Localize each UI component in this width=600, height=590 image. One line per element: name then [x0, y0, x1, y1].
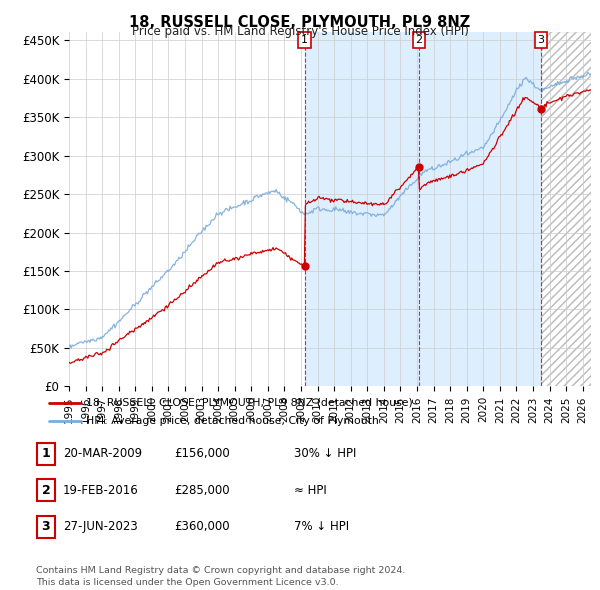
Text: 18, RUSSELL CLOSE, PLYMOUTH, PL9 8NZ: 18, RUSSELL CLOSE, PLYMOUTH, PL9 8NZ: [130, 15, 470, 30]
FancyBboxPatch shape: [37, 479, 55, 502]
Text: Contains HM Land Registry data © Crown copyright and database right 2024.
This d: Contains HM Land Registry data © Crown c…: [36, 566, 406, 587]
Bar: [541, 32, 591, 386]
Text: 20-MAR-2009: 20-MAR-2009: [63, 447, 142, 460]
Text: 27-JUN-2023: 27-JUN-2023: [63, 520, 138, 533]
Text: 3: 3: [41, 520, 50, 533]
Bar: [541, 32, 591, 386]
Bar: [305, 32, 541, 386]
Text: 1: 1: [301, 35, 308, 45]
Text: 1: 1: [41, 447, 50, 460]
Text: 7% ↓ HPI: 7% ↓ HPI: [294, 520, 349, 533]
Text: ≈ HPI: ≈ HPI: [294, 484, 327, 497]
Text: 3: 3: [538, 35, 545, 45]
Text: £360,000: £360,000: [174, 520, 230, 533]
Text: 2: 2: [41, 484, 50, 497]
Text: 18, RUSSELL CLOSE, PLYMOUTH, PL9 8NZ (detached house): 18, RUSSELL CLOSE, PLYMOUTH, PL9 8NZ (de…: [86, 398, 413, 408]
Text: £156,000: £156,000: [174, 447, 230, 460]
FancyBboxPatch shape: [37, 442, 55, 465]
Text: 2: 2: [416, 35, 423, 45]
Text: 30% ↓ HPI: 30% ↓ HPI: [294, 447, 356, 460]
Text: Price paid vs. HM Land Registry's House Price Index (HPI): Price paid vs. HM Land Registry's House …: [131, 25, 469, 38]
Text: £285,000: £285,000: [174, 484, 230, 497]
FancyBboxPatch shape: [37, 516, 55, 538]
Text: HPI: Average price, detached house, City of Plymouth: HPI: Average price, detached house, City…: [86, 416, 379, 426]
Text: 19-FEB-2016: 19-FEB-2016: [63, 484, 139, 497]
